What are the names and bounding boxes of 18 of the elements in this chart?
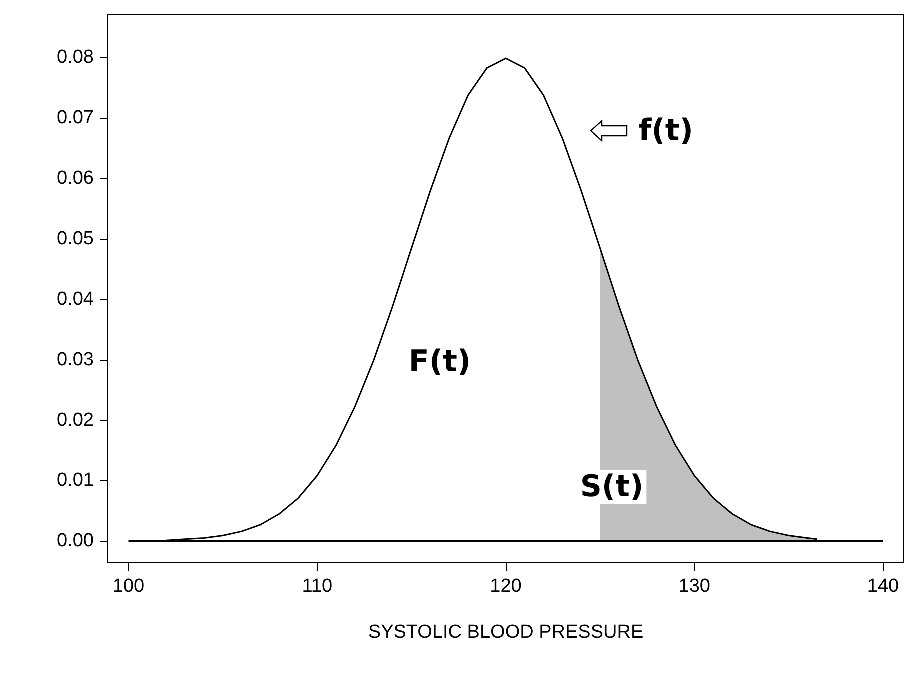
x-tick-label: 140 (867, 576, 900, 597)
annotation: F(t) (408, 344, 472, 380)
x-tick-label: 100 (112, 576, 145, 597)
x-tick-label: 130 (678, 576, 710, 597)
y-tick-label: 0.01 (57, 470, 94, 492)
y-tick-label: 0.08 (57, 46, 94, 68)
y-tick-label: 0.03 (57, 349, 94, 370)
x-axis-title: SYSTOLIC BLOOD PRESSURE (368, 622, 644, 643)
x-tick-label: 120 (490, 576, 522, 597)
y-tick-label: 0.06 (57, 168, 94, 189)
annotation: S(t) (580, 470, 644, 504)
y-tick-label: 0.04 (57, 288, 94, 310)
y-tick-label: 0.02 (57, 410, 94, 431)
x-tick-label: 110 (302, 576, 333, 597)
y-tick-label: 0.05 (57, 228, 94, 250)
y-tick-label: 0.07 (57, 107, 94, 128)
annotation: f(t) (638, 114, 694, 148)
y-tick-label: 0.00 (57, 530, 94, 552)
